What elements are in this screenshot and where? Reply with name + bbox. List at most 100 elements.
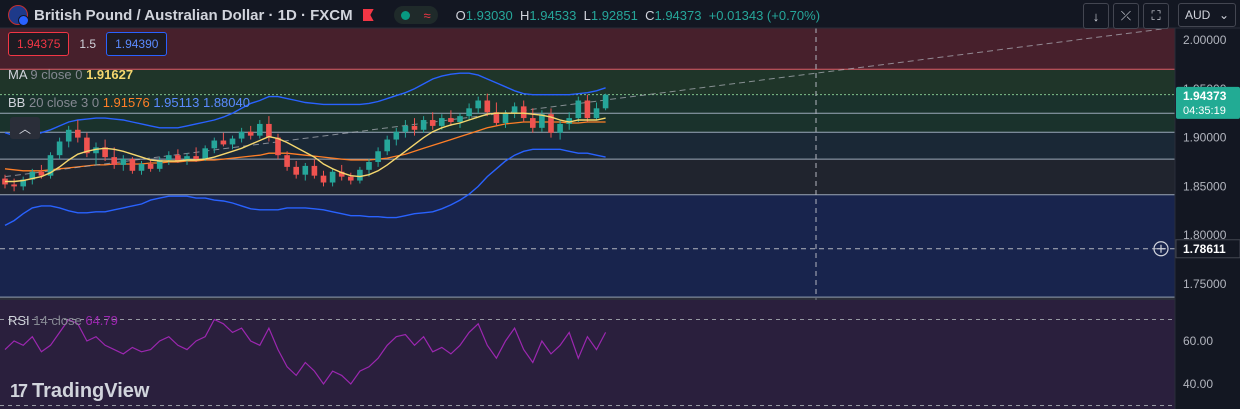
candle-body-41: [375, 151, 381, 162]
scroll-down-button[interactable]: ↓: [1083, 3, 1109, 29]
candle-body-59: [539, 114, 545, 128]
zone-0: [0, 28, 1175, 70]
ohlc-values: O1.93030 H1.94533 L1.92851 C1.94373 +0.0…: [456, 8, 820, 23]
bb-legend[interactable]: BB 20 close 3 0 1.91576 1.95113 1.88040: [8, 95, 250, 110]
candle-body-13: [120, 159, 127, 165]
bb-lower-value: 1.88040: [202, 95, 250, 110]
arrow-down-icon: ↓: [1092, 8, 1100, 24]
add-alert-icon: [1153, 241, 1169, 257]
candle-body-14: [129, 159, 136, 171]
chevron-up-icon: ︿: [18, 121, 31, 136]
horizontal-levels: [0, 68, 1175, 298]
tradingview-logo[interactable]: 17 TradingView: [10, 380, 149, 403]
ma-value: 1.91627: [86, 67, 134, 82]
candle-body-54: [493, 112, 500, 123]
collapse-icon: ⤫: [1120, 8, 1132, 23]
last-price-box: [1176, 86, 1240, 119]
candle-body-63: [575, 100, 582, 119]
candle-body-34: [311, 165, 318, 176]
candle-body-26: [238, 131, 245, 139]
chart-header: British Pound / Australian Dollar · 1D ·…: [0, 4, 820, 26]
fullscreen-button[interactable]: ⛶: [1143, 3, 1169, 29]
open-value: 1.93030: [465, 7, 513, 23]
candle-body-40: [366, 162, 372, 170]
candle-body-21: [193, 156, 199, 160]
candle-body-11: [102, 147, 108, 158]
candle-body-23: [211, 140, 218, 149]
candle-body-18: [166, 155, 172, 161]
currency-select[interactable]: AUD ⌄: [1178, 3, 1236, 27]
low-label: L: [583, 7, 591, 23]
gbp-aud-flag-icon: [8, 5, 29, 26]
ma-legend[interactable]: MA 9 close 0 1.91627: [8, 67, 133, 82]
last-price-label: 1.94373: [1183, 89, 1227, 103]
bb-basis-value: 1.91576: [102, 95, 150, 110]
candle-body-32: [293, 166, 299, 175]
candle-body-64: [584, 100, 591, 119]
zone-4: [0, 159, 1175, 195]
price-tick-4: 1.80000: [1183, 228, 1227, 242]
candle-body-52: [475, 100, 481, 109]
collapse-legend-button[interactable]: ︿: [10, 117, 40, 139]
ma-name: MA: [8, 67, 27, 82]
candle-body-6: [56, 141, 63, 156]
wave-icon: ≈: [423, 7, 431, 23]
buy-button[interactable]: 1.94390: [106, 31, 168, 56]
candle-body-39: [357, 169, 363, 181]
candle-body-31: [284, 155, 290, 167]
market-status[interactable]: ≈: [393, 6, 438, 24]
zone-5: [0, 194, 1175, 298]
trendline[interactable]: [4, 27, 1168, 178]
candle-body-53: [484, 100, 491, 113]
price-tick-0: 2.00000: [1183, 33, 1227, 47]
candle-body-29: [266, 123, 272, 138]
rsi-tick-0: 60.00: [1183, 334, 1213, 348]
candlesticks: [2, 93, 609, 192]
candle-body-36: [329, 171, 336, 183]
candle-body-57: [520, 106, 527, 119]
candle-body-46: [420, 120, 427, 130]
candle-body-16: [147, 163, 154, 169]
candle-body-55: [502, 113, 509, 123]
high-label: H: [520, 7, 530, 23]
brand-name: TradingView: [32, 380, 150, 402]
candle-body-17: [156, 160, 163, 169]
candle-body-51: [466, 108, 472, 117]
candle-body-58: [530, 118, 536, 128]
spread-value: 1.5: [79, 36, 97, 51]
candle-body-33: [302, 165, 309, 175]
collapse-button[interactable]: ⤫: [1113, 3, 1139, 29]
countdown-label: 04:35:19: [1183, 105, 1226, 117]
candle-body-1: [11, 184, 17, 187]
candle-body-22: [202, 148, 208, 160]
crosshair-price-label: 1.78611: [1183, 242, 1226, 256]
candle-body-30: [275, 137, 281, 156]
candle-body-38: [348, 176, 354, 181]
candle-body-7: [65, 129, 72, 142]
fullscreen-icon: ⛶: [1151, 8, 1161, 23]
candle-body-65: [593, 108, 600, 119]
trendline-path: [4, 27, 1168, 178]
flag-icon[interactable]: [362, 9, 374, 21]
symbol-title[interactable]: British Pound / Australian Dollar · 1D ·…: [34, 6, 353, 24]
sell-button[interactable]: 1.94375: [8, 31, 70, 56]
candle-body-42: [384, 139, 390, 152]
bb-lower-line: [4, 148, 606, 227]
candle-body-19: [175, 155, 181, 162]
rsi-line: [4, 318, 607, 386]
price-zones: [0, 28, 1175, 298]
rsi-legend[interactable]: RSI 14 close 64.79: [8, 313, 118, 328]
candle-body-49: [448, 118, 454, 122]
ma-params: 9 close 0: [30, 67, 83, 82]
close-label: C: [645, 7, 655, 23]
candle-body-4: [38, 171, 45, 176]
ma-line: [5, 112, 606, 183]
candle-body-37: [338, 171, 345, 177]
rsi-name: RSI: [8, 313, 30, 328]
candle-body-9: [84, 137, 90, 154]
candle-body-66: [602, 94, 609, 109]
price-tick-5: 1.75000: [1183, 277, 1227, 291]
price-labels: 1.94373 04:35:19 1.78611: [1153, 86, 1240, 259]
candle-body-10: [93, 147, 99, 154]
